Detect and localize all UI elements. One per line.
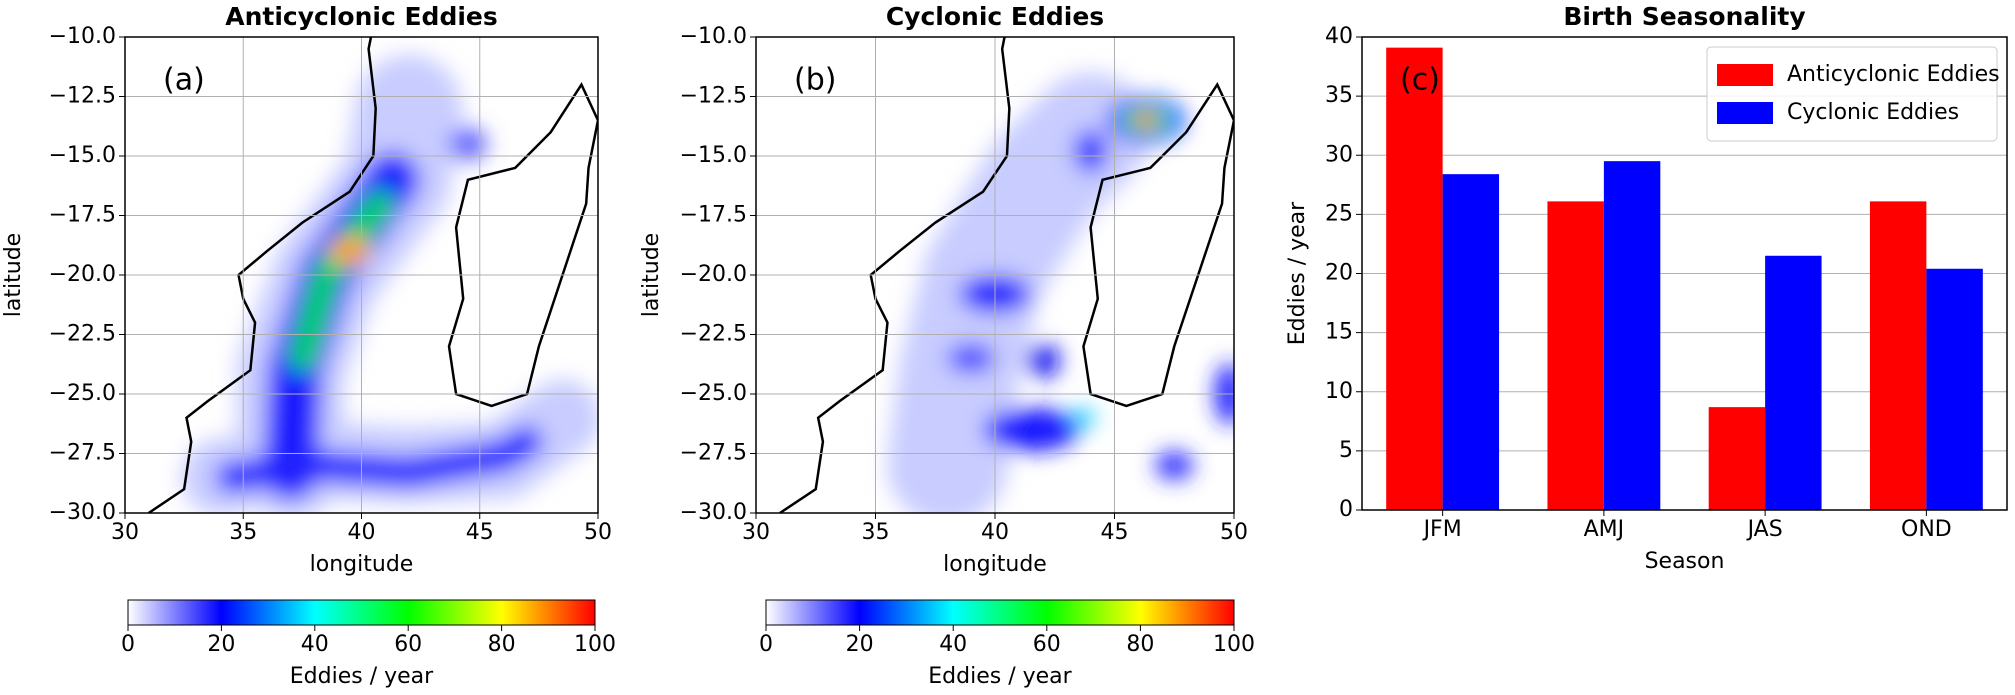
bar [1603, 161, 1661, 510]
y-tick-label: −25.0 [49, 381, 116, 406]
y-tick-label: 25 [1325, 201, 1353, 226]
colorbar-tick-label: 80 [488, 632, 516, 657]
x-tick-label: JAS [1746, 517, 1783, 542]
colorbar-tick-label: 100 [574, 632, 616, 657]
bar [1926, 268, 1983, 510]
y-tick-label: −12.5 [680, 84, 747, 109]
panel-label: (b) [794, 63, 836, 98]
y-axis-label: latitude [639, 233, 664, 317]
density-field [887, 72, 1234, 513]
bar [1869, 201, 1927, 510]
chart-title: Cyclonic Eddies [886, 2, 1104, 31]
y-axis-label: Eddies / year [1285, 201, 1310, 345]
y-tick-label: −15.0 [49, 143, 116, 168]
y-tick-label: −30.0 [680, 500, 747, 525]
y-tick-label: 40 [1325, 24, 1353, 49]
legend-swatch [1717, 64, 1773, 86]
x-tick-label: OND [1901, 517, 1952, 542]
legend-box [1706, 46, 1998, 142]
y-tick-label: −30.0 [49, 500, 116, 525]
x-axis-label: longitude [310, 552, 414, 577]
colorbar-tick-label: 20 [846, 632, 874, 657]
legend-swatch [1717, 102, 1773, 124]
colorbar [765, 599, 1235, 626]
y-tick-label: −12.5 [49, 84, 116, 109]
bar [1386, 47, 1443, 511]
axes-frame [124, 36, 599, 514]
axes-frame [1361, 36, 2008, 511]
y-tick-label: −15.0 [680, 143, 747, 168]
x-tick-label: 30 [111, 520, 139, 545]
chart-title: Anticyclonic Eddies [225, 2, 498, 31]
y-tick-label: 5 [1339, 438, 1353, 463]
x-tick-label: 40 [348, 520, 376, 545]
x-tick-label: 30 [742, 520, 770, 545]
chart-title: Birth Seasonality [1563, 2, 1805, 31]
legend-label: Cyclonic Eddies [1787, 100, 1959, 125]
y-tick-label: −22.5 [680, 322, 747, 347]
colorbar-label: Eddies / year [290, 664, 434, 689]
y-tick-label: −25.0 [680, 381, 747, 406]
x-tick-label: 35 [229, 520, 257, 545]
x-tick-label: 50 [1220, 520, 1248, 545]
colorbar-tick-label: 20 [207, 632, 235, 657]
x-tick-label: 40 [981, 520, 1009, 545]
bar [1442, 174, 1500, 511]
y-tick-label: 15 [1325, 320, 1353, 345]
x-tick-label: JFM [1422, 517, 1462, 542]
colorbar-tick-label: 100 [1213, 632, 1255, 657]
bar [1765, 255, 1822, 510]
colorbar-label: Eddies / year [928, 664, 1072, 689]
density-field [181, 54, 598, 513]
x-tick-label: 35 [862, 520, 890, 545]
colorbar-tick-label: 40 [301, 632, 329, 657]
legend-label: Anticyclonic Eddies [1787, 62, 2000, 87]
y-tick-label: 0 [1339, 497, 1353, 522]
x-axis-label: longitude [943, 552, 1047, 577]
y-tick-label: −20.0 [680, 262, 747, 287]
y-axis-label: latitude [1, 233, 26, 317]
colorbar-tick-label: 60 [1033, 632, 1061, 657]
bar [1708, 407, 1766, 510]
x-axis-label: Season [1645, 549, 1725, 574]
colorbar-tick-label: 40 [939, 632, 967, 657]
y-tick-label: −17.5 [49, 203, 116, 228]
y-tick-label: 10 [1325, 379, 1353, 404]
colorbar-tick-label: 60 [394, 632, 422, 657]
colorbar-tick-label: 80 [1126, 632, 1154, 657]
y-tick-label: −17.5 [680, 203, 747, 228]
y-tick-label: −20.0 [49, 262, 116, 287]
axes-frame [755, 36, 1235, 514]
x-tick-label: 45 [1101, 520, 1129, 545]
y-tick-label: −10.0 [49, 24, 116, 49]
panel-label: (a) [163, 63, 205, 98]
colorbar-tick-label: 0 [759, 632, 773, 657]
map-area [756, 37, 1234, 513]
x-tick-label: 50 [584, 520, 612, 545]
panel-label: (c) [1400, 63, 1440, 98]
x-tick-label: AMJ [1584, 517, 1625, 542]
map-area [125, 37, 598, 513]
y-tick-label: −10.0 [680, 24, 747, 49]
y-tick-label: −27.5 [49, 441, 116, 466]
x-tick-label: 45 [466, 520, 494, 545]
y-tick-label: −22.5 [49, 322, 116, 347]
y-tick-label: −27.5 [680, 441, 747, 466]
colorbar-tick-label: 0 [121, 632, 135, 657]
y-tick-label: 30 [1325, 142, 1353, 167]
colorbar [127, 599, 596, 626]
y-tick-label: 20 [1325, 261, 1353, 286]
y-tick-label: 35 [1325, 83, 1353, 108]
bar [1547, 201, 1604, 510]
